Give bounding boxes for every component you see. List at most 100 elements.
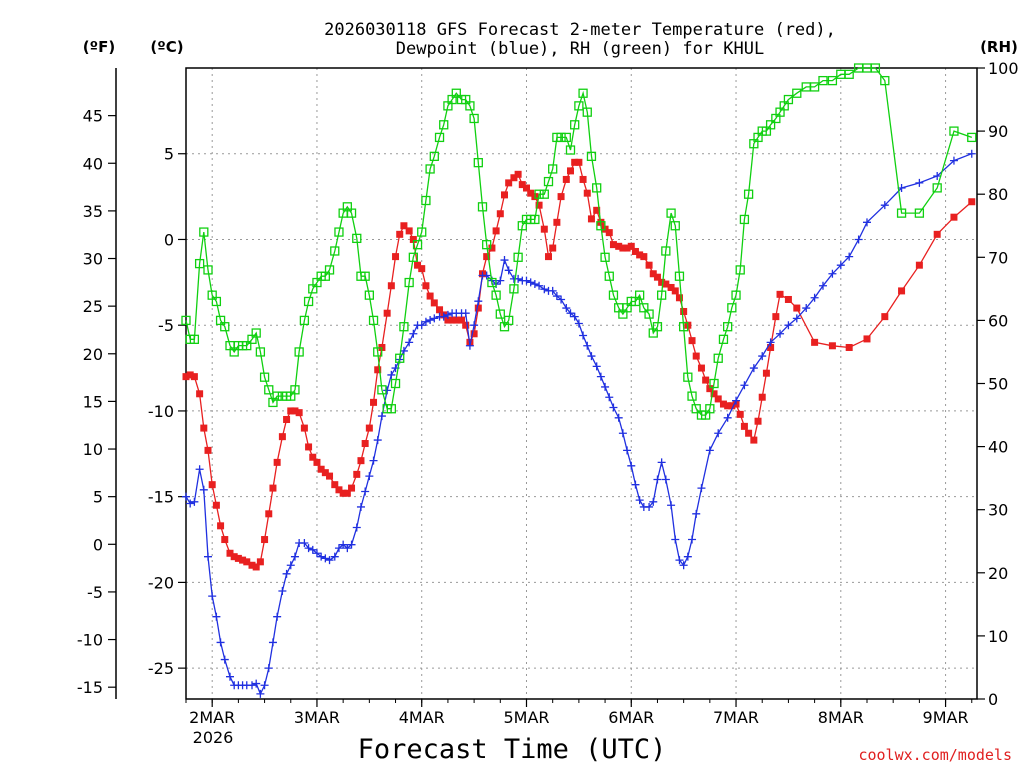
unit-label-rh: (RH) — [980, 38, 1018, 56]
dewpoint-point — [409, 329, 418, 338]
y-tick-label-rh: 0 — [988, 690, 998, 709]
temperature-point — [724, 402, 732, 410]
temperature-point — [444, 316, 452, 324]
y-tick-label-fahrenheit: 5 — [93, 488, 103, 507]
dewpoint-point — [671, 535, 680, 544]
dewpoint-point — [949, 156, 958, 165]
dewpoint-point — [601, 382, 610, 391]
temperature-point — [575, 158, 583, 166]
rh-point — [417, 227, 427, 237]
temperature-point — [196, 390, 204, 398]
dewpoint-point — [623, 446, 632, 455]
temperature-point — [212, 501, 220, 509]
chart-title-line1: 2026030118 GFS Forecast 2-meter Temperat… — [324, 20, 836, 40]
dewpoint-point — [583, 341, 592, 350]
y-tick-label-fahrenheit: 45 — [83, 107, 103, 126]
dewpoint-point — [933, 172, 942, 181]
dewpoint-point — [862, 218, 871, 227]
rh-point — [194, 258, 205, 269]
temperature-point — [828, 342, 836, 350]
dewpoint-point — [596, 372, 605, 381]
temperature-point — [767, 343, 775, 351]
y-tick-label-celsius: 5 — [164, 145, 174, 164]
y-tick-label-celsius: -15 — [148, 488, 174, 507]
dewpoint-point — [317, 552, 326, 561]
temperature-point — [204, 446, 212, 454]
rh-point — [434, 132, 445, 143]
temperature-point — [619, 244, 627, 252]
dewpoint-point — [496, 276, 505, 285]
temperature-point — [496, 210, 504, 218]
rh-point — [844, 69, 854, 79]
dewpoint-point — [587, 352, 596, 361]
dewpoint-point — [540, 285, 549, 294]
dewpoint-point — [325, 556, 334, 565]
temperature-point — [609, 241, 617, 249]
dewpoint-point — [212, 612, 221, 621]
rh-point — [670, 221, 680, 231]
temperature-point — [383, 309, 391, 317]
y-tick-label-fahrenheit: -5 — [87, 583, 103, 602]
temperature-point — [400, 222, 408, 230]
temperature-point — [234, 554, 242, 562]
temperature-point — [754, 417, 762, 425]
dewpoint-point — [740, 381, 749, 390]
y-tick-label-celsius: -25 — [148, 659, 174, 678]
y-tick-label-celsius: 0 — [164, 230, 174, 249]
dewpoint-point — [268, 638, 277, 647]
x-tick-label: 7MAR — [713, 708, 759, 727]
rh-point — [324, 265, 335, 275]
temperature-point — [370, 398, 378, 406]
temperature-point — [557, 193, 565, 201]
dewpoint-point — [562, 304, 571, 313]
temperature-point — [710, 390, 718, 398]
rh-point — [425, 164, 435, 174]
dewpoint-point — [758, 352, 767, 361]
dewpoint-point — [383, 386, 392, 395]
rh-point — [914, 208, 925, 218]
y-tick-label-rh: 90 — [988, 122, 1008, 141]
temperature-point — [697, 364, 705, 372]
dewpoint-point — [880, 201, 889, 210]
temperature-point — [736, 410, 744, 418]
rh-point — [242, 340, 252, 351]
rh-point — [386, 404, 396, 414]
y-tick-label-rh: 40 — [988, 438, 1008, 457]
rh-point — [530, 214, 540, 225]
temperature-point — [758, 393, 766, 401]
temperature-point — [283, 416, 291, 424]
dewpoint-point — [361, 487, 370, 496]
dewpoint-point — [705, 446, 714, 455]
rh-point — [368, 315, 379, 326]
rh-point — [683, 372, 693, 382]
x-tick-label: 3MAR — [294, 708, 340, 727]
rh-point — [255, 347, 266, 357]
y-tick-label-fahrenheit: 15 — [83, 392, 103, 411]
rh-point — [783, 94, 794, 105]
rh-point — [513, 252, 523, 262]
temperature-point — [326, 472, 334, 480]
rh-point — [604, 271, 614, 281]
rh-point — [561, 132, 571, 143]
dewpoint-point — [356, 502, 365, 511]
y-tick-label-fahrenheit: 10 — [83, 440, 103, 459]
dewpoint-point — [343, 544, 352, 553]
temperature-point — [583, 189, 591, 197]
temperature-point — [667, 283, 675, 291]
rh-point — [346, 208, 357, 218]
rh-point — [330, 246, 340, 256]
x-tick-label: 5MAR — [503, 708, 549, 727]
dewpoint-point — [426, 316, 435, 325]
dewpoint-point — [679, 561, 688, 570]
rh-point — [251, 328, 261, 338]
rh-point — [290, 385, 300, 395]
dewpoint-point — [609, 403, 618, 412]
temperature-point — [605, 229, 613, 237]
dewpoint-point — [208, 592, 217, 601]
dewpoint-point — [470, 321, 479, 330]
rh-point — [608, 290, 619, 300]
temperature-point — [950, 213, 958, 221]
rh-point — [718, 334, 729, 344]
temperature-point — [535, 201, 543, 209]
dewpoint-point — [535, 281, 544, 290]
